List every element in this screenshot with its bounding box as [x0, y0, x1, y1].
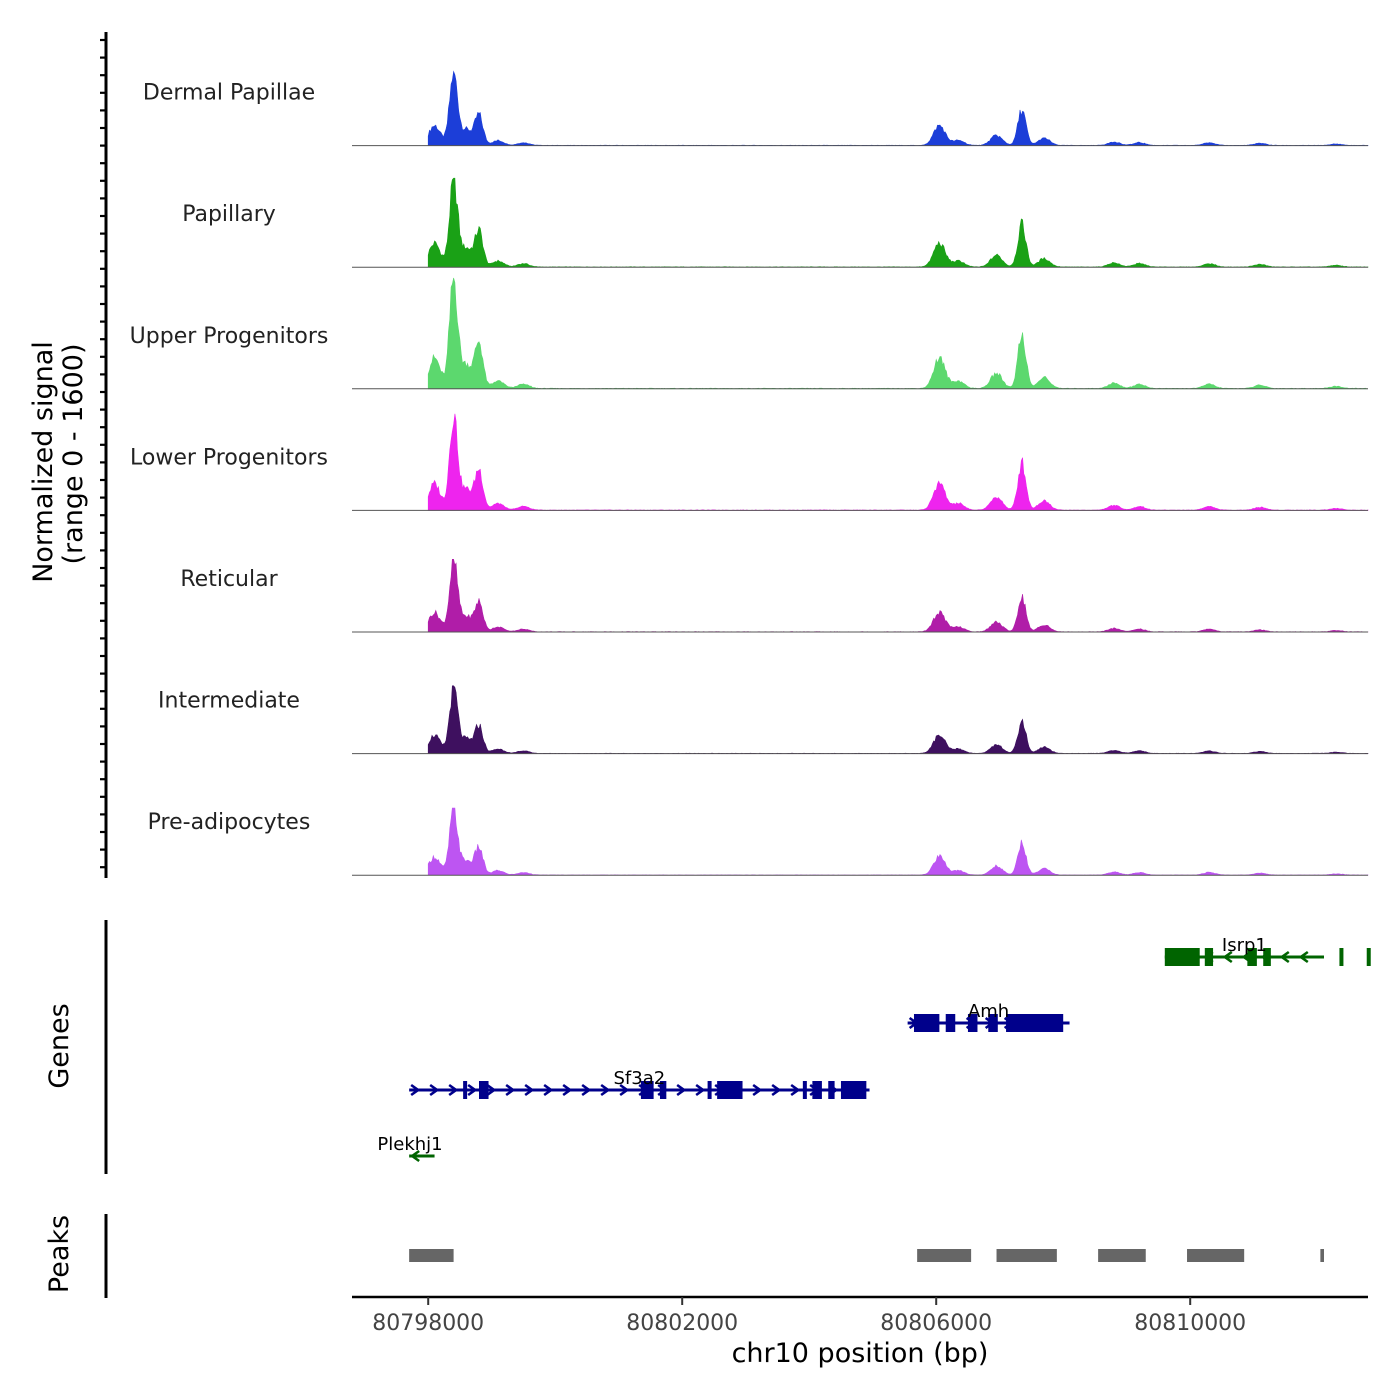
exon — [707, 1081, 712, 1099]
peak-region — [996, 1249, 1057, 1262]
x-tick-label: 80802000 — [626, 1311, 738, 1336]
gene-label: Amh — [968, 1001, 1009, 1022]
peak-region — [1187, 1249, 1245, 1262]
exon — [1366, 948, 1371, 966]
track-label: Upper Progenitors — [130, 324, 329, 349]
x-tick-label: 80806000 — [880, 1311, 992, 1336]
signal-track-area — [427, 413, 1369, 511]
x-tick-label: 80810000 — [1134, 1311, 1246, 1336]
strand-arrow — [429, 1083, 440, 1097]
gene-label: Sf3a2 — [613, 1068, 665, 1089]
exon — [967, 1014, 978, 1032]
peaks-axis-label: Peaks — [44, 1215, 75, 1293]
strand-arrow — [771, 1083, 782, 1097]
strand-arrow — [695, 1083, 706, 1097]
exon — [1006, 1014, 1064, 1032]
exon — [1164, 948, 1200, 966]
strand-arrow — [600, 1083, 611, 1097]
strand-arrow — [1298, 950, 1309, 964]
strand-arrow — [410, 1083, 421, 1097]
track-label: Intermediate — [158, 689, 300, 714]
signal-track-area — [427, 685, 1369, 754]
genes-panel: Isrp1 Amh Sf3a2 Plekhj1 — [104, 920, 1371, 1174]
strand-arrow — [790, 1083, 801, 1097]
exon — [479, 1081, 489, 1099]
exon — [913, 1014, 940, 1032]
exon — [1339, 948, 1344, 966]
x-axis: 80798000 80802000 80806000 80810000 — [352, 1295, 1368, 1336]
strand-arrow — [676, 1083, 687, 1097]
exon — [1247, 948, 1257, 966]
peak-region — [1098, 1249, 1146, 1262]
strand-arrow — [581, 1083, 592, 1097]
peak-region — [917, 1249, 972, 1262]
track-label: Reticular — [180, 567, 278, 592]
strand-arrow — [619, 1083, 630, 1097]
exon — [828, 1081, 835, 1099]
track-label: Pre-adipocytes — [148, 810, 311, 835]
track-label: Papillary — [182, 202, 276, 227]
strand-arrow — [1222, 950, 1233, 964]
gene-label: Isrp1 — [1222, 935, 1267, 956]
strand-arrow — [486, 1083, 497, 1097]
strand-arrow — [467, 1083, 478, 1097]
strand-arrow — [1279, 950, 1290, 964]
track-label: Dermal Papillae — [143, 81, 315, 106]
exon — [840, 1081, 867, 1099]
signal-track-area — [427, 70, 1369, 146]
strand-arrow — [505, 1083, 516, 1097]
exon — [463, 1081, 468, 1099]
signal-track-area — [427, 807, 1369, 876]
strand-arrow — [562, 1083, 573, 1097]
signal-panel: Dermal Papillae Papillary Upper Progenitor… — [100, 32, 1369, 878]
exon — [812, 1081, 822, 1099]
signal-axis-label-line1: Normalized signal — [28, 341, 59, 583]
genes-axis-label: Genes — [44, 1003, 75, 1088]
signal-track-area — [427, 559, 1369, 633]
exon — [945, 1014, 956, 1032]
exon — [988, 1014, 998, 1032]
exon — [1263, 948, 1271, 966]
peak-region — [409, 1249, 454, 1262]
exon — [802, 1081, 807, 1099]
exon — [717, 1081, 743, 1099]
strand-arrow — [524, 1083, 535, 1097]
x-axis-title: chr10 position (bp) — [732, 1338, 989, 1369]
x-tick-label: 80798000 — [372, 1311, 484, 1336]
signal-axis-label-line2: (range 0 - 1600) — [58, 344, 89, 565]
strand-arrow — [543, 1083, 554, 1097]
signal-track-area — [427, 177, 1369, 268]
strand-arrow — [448, 1083, 459, 1097]
peak-region — [1320, 1249, 1324, 1262]
exon — [640, 1081, 654, 1099]
track-label: Lower Progenitors — [130, 445, 328, 470]
strand-arrow — [752, 1083, 763, 1097]
exon — [659, 1081, 667, 1099]
exon — [1204, 948, 1214, 966]
strand-arrow — [409, 1149, 420, 1163]
peaks-panel — [104, 1214, 1324, 1298]
gene-label: Plekhj1 — [377, 1134, 442, 1155]
signal-track-area — [427, 277, 1368, 390]
